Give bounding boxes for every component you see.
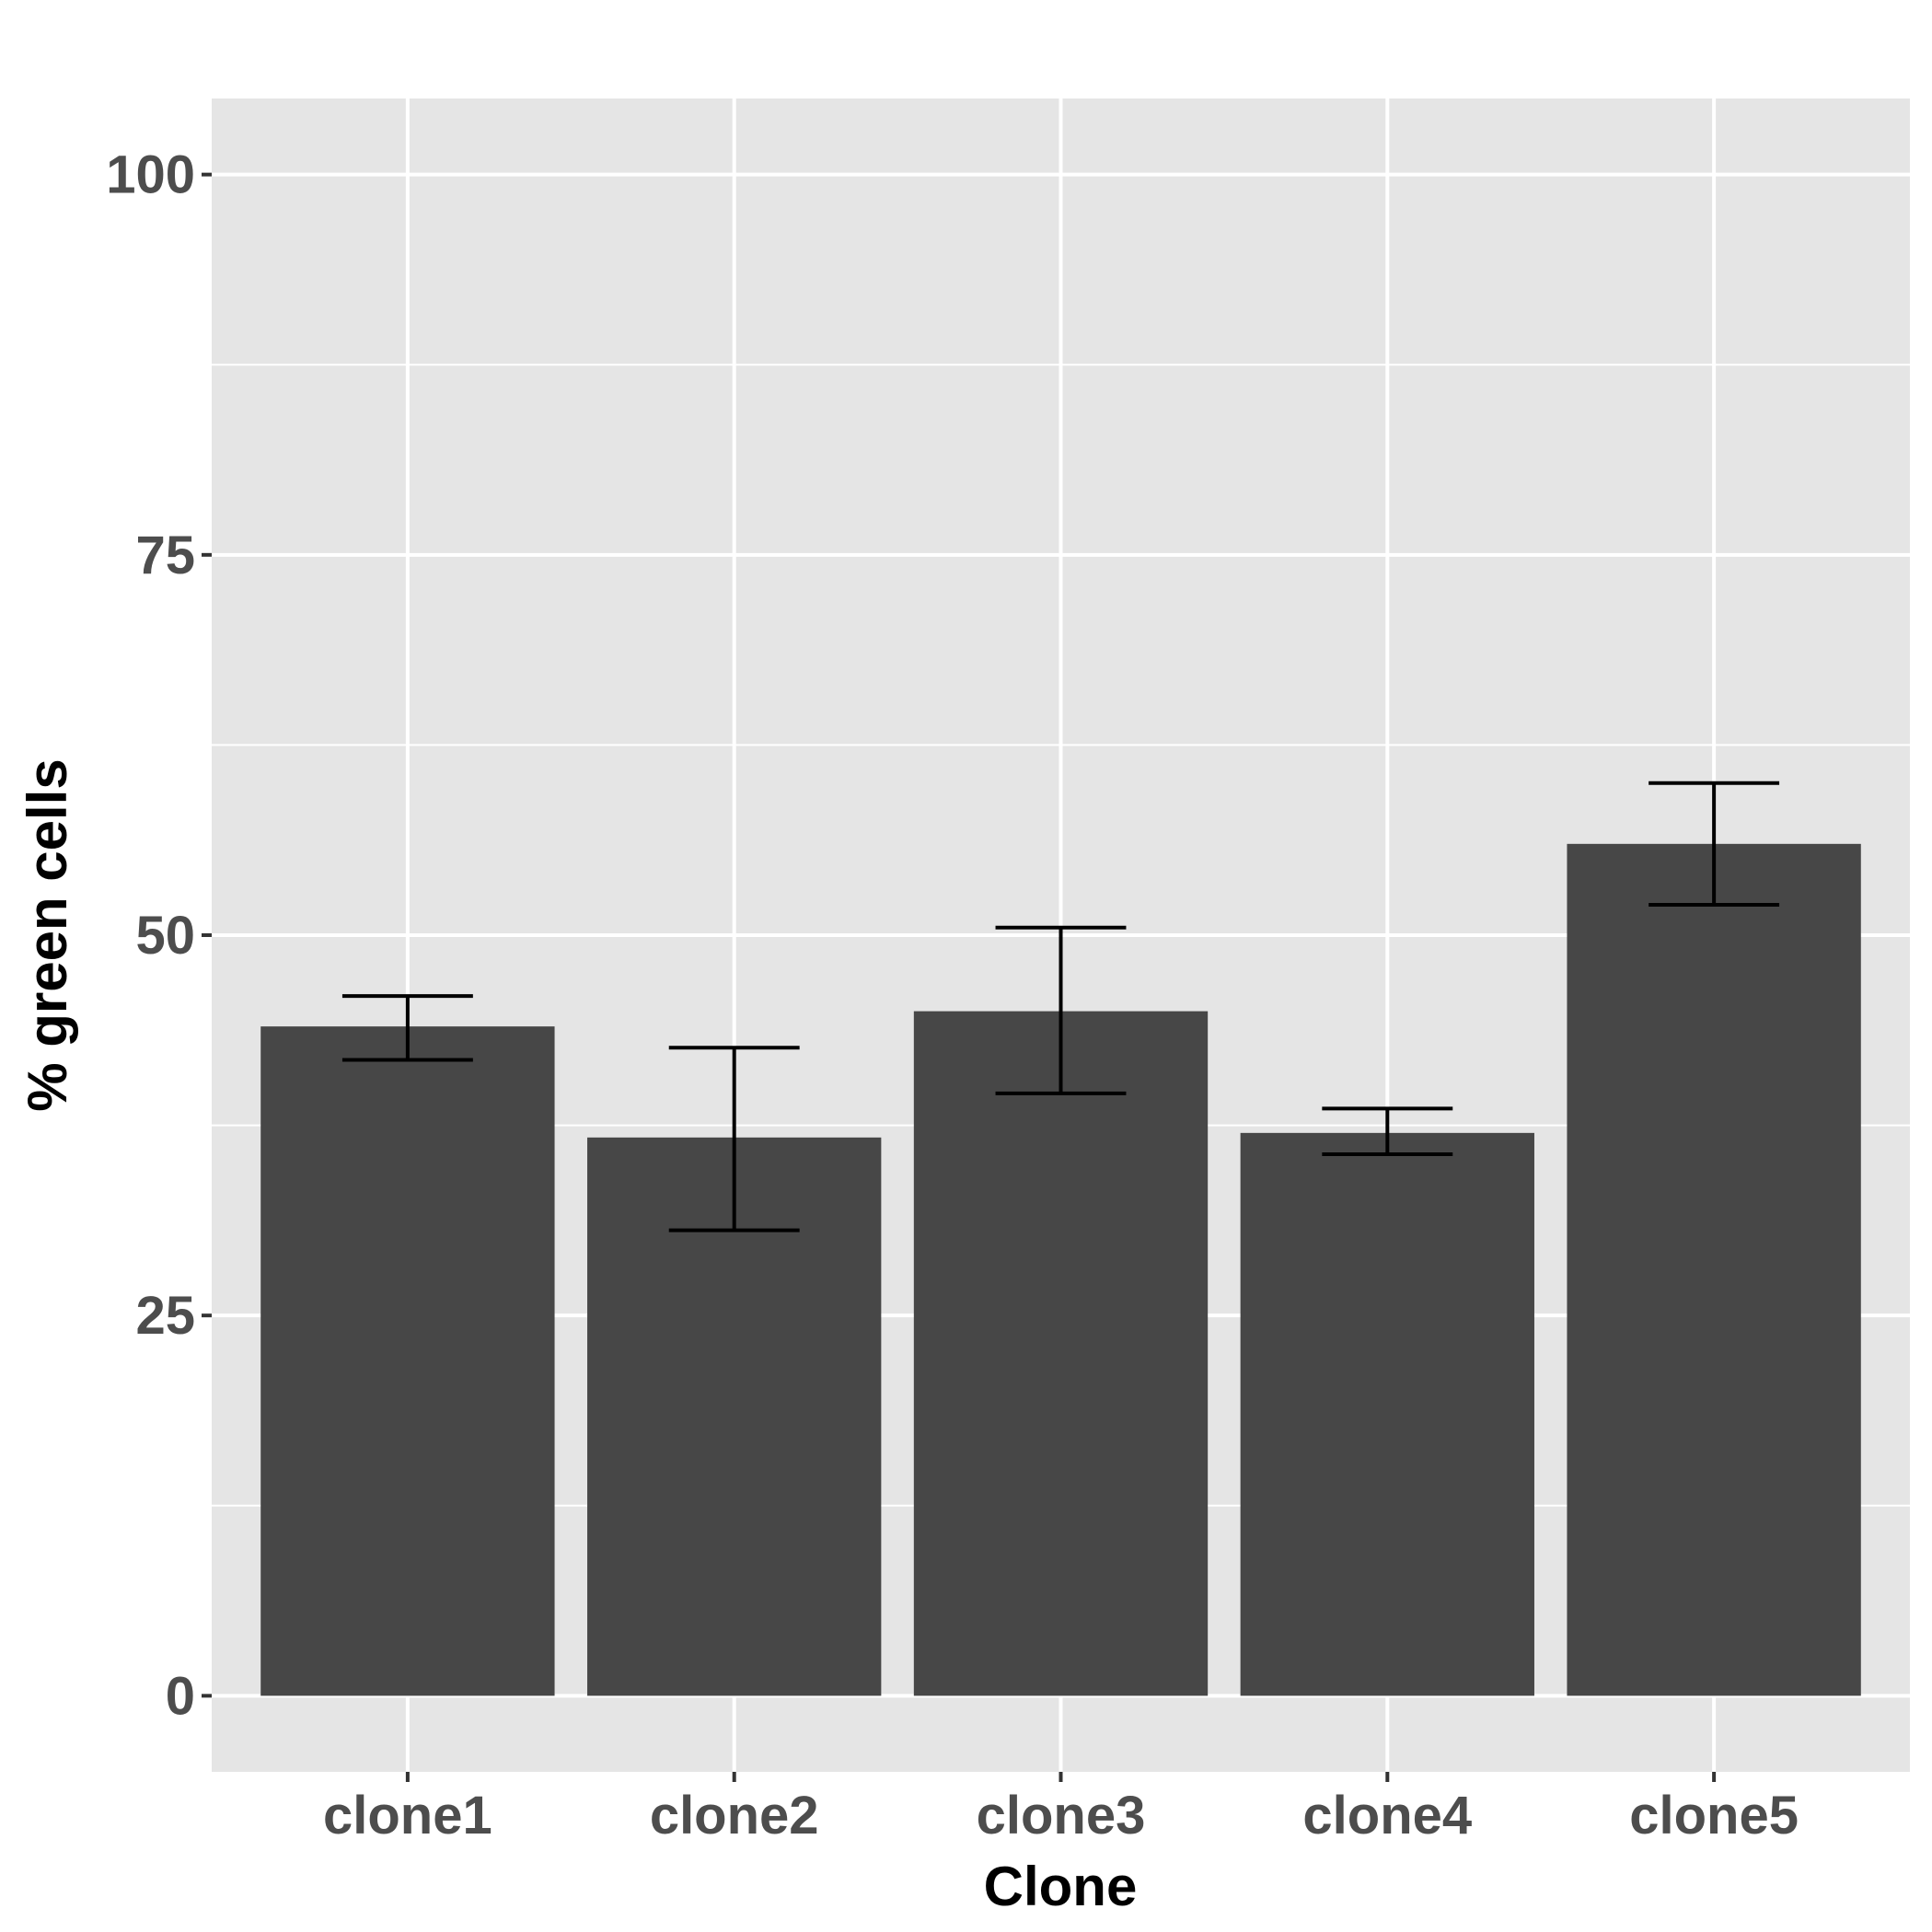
x-tick-label: clone5: [1629, 1786, 1799, 1845]
y-tick-label: 75: [135, 526, 195, 585]
error-bar-clone1: [341, 994, 473, 1062]
x-tick-label: clone4: [1302, 1786, 1472, 1845]
y-tick-label: 100: [106, 145, 195, 205]
error-bar-clone4: [1322, 1106, 1453, 1156]
x-tick-label: clone3: [977, 1786, 1146, 1845]
x-axis-ticks: clone1 clone2 clone3 clone4 clone5: [323, 1772, 1799, 1845]
error-bar-clone2: [668, 1046, 800, 1232]
bar-clone3: [913, 1011, 1209, 1696]
bar-clone4: [1240, 1132, 1534, 1696]
error-bar-clone3: [995, 925, 1127, 1095]
bar-clone1: [260, 1026, 555, 1696]
bar-clone5: [1567, 843, 1861, 1696]
bars: [260, 843, 1861, 1696]
x-tick-label: clone1: [323, 1786, 492, 1845]
error-bars: [341, 781, 1780, 1232]
y-axis-title: % green cells: [17, 758, 78, 1112]
x-tick-label: clone2: [650, 1786, 819, 1845]
y-tick-label: 0: [166, 1666, 195, 1726]
y-axis-ticks: 0 25 50 75 100: [106, 145, 212, 1726]
y-tick-label: 25: [135, 1286, 195, 1346]
x-axis-title: Clone: [984, 1856, 1138, 1917]
error-bar-clone5: [1649, 781, 1780, 907]
y-tick-label: 50: [135, 906, 195, 966]
